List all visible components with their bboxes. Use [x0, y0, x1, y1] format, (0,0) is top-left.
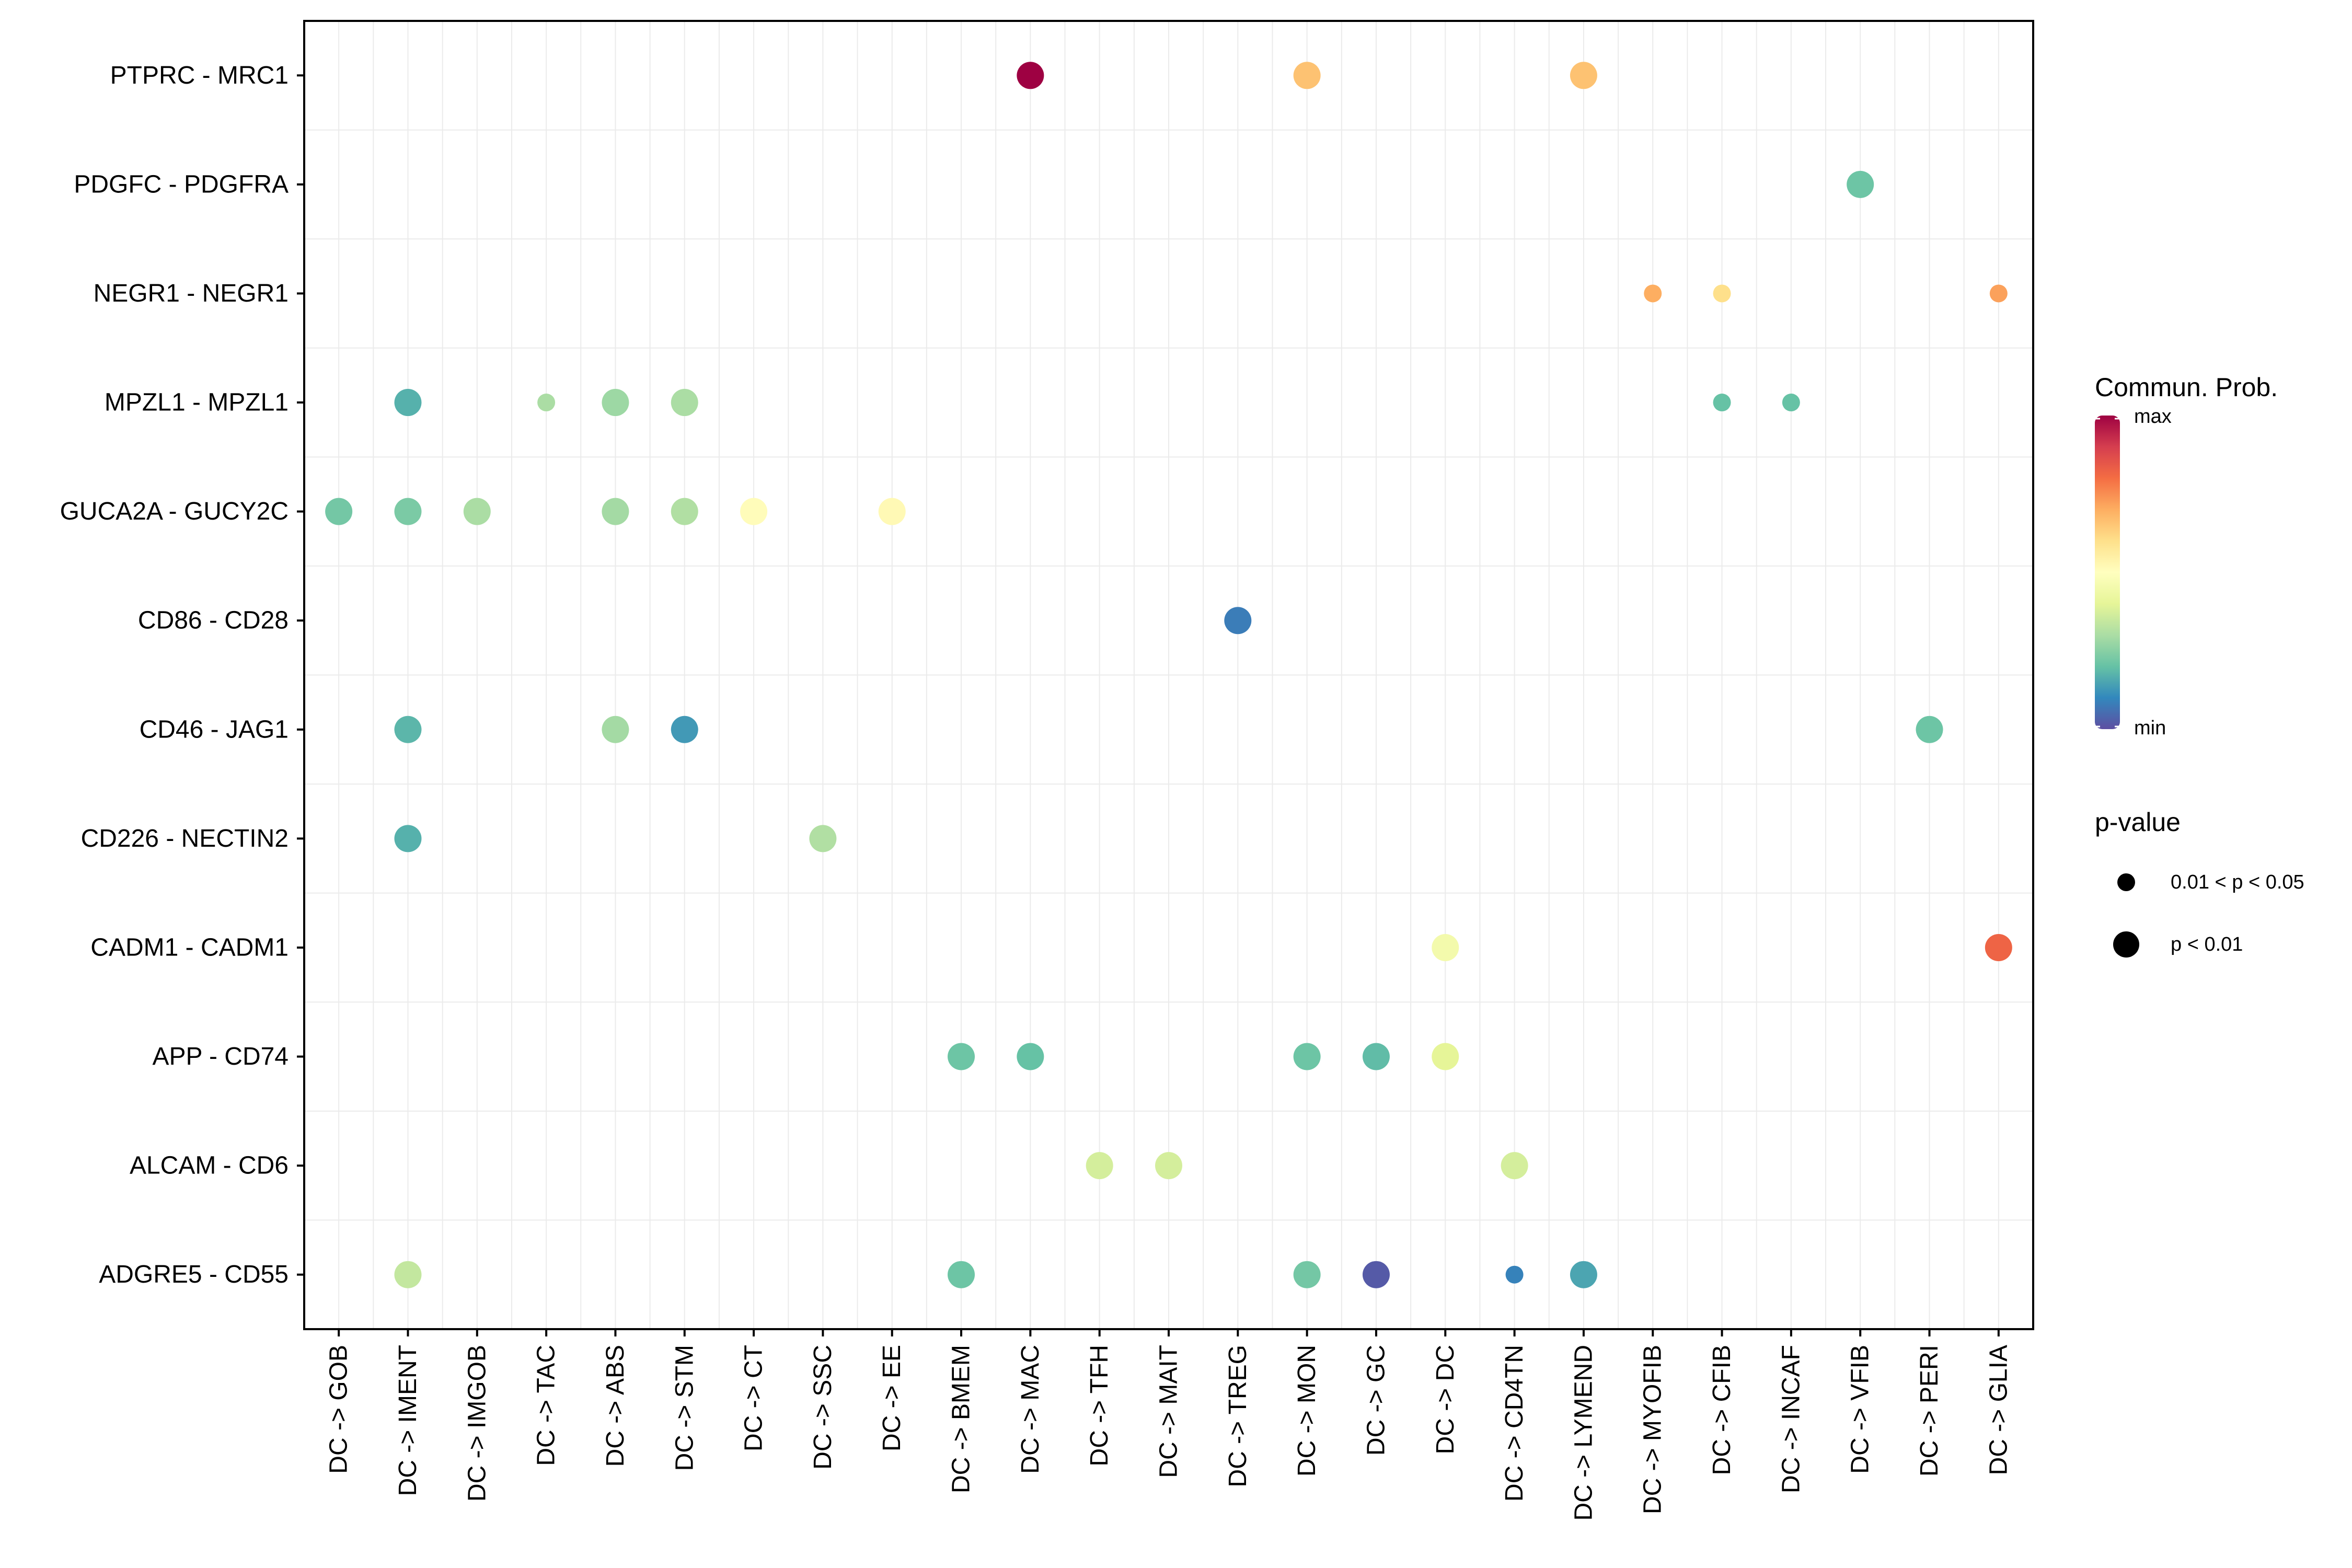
point-mpzl1-mpzl1-dc-incaf [1782, 394, 1800, 412]
x-tick-label: DC -> MON [1293, 1345, 1321, 1477]
point-mpzl1-mpzl1-dc-tac [537, 394, 556, 412]
point-mpzl1-mpzl1-dc-cfib [1713, 394, 1731, 412]
y-tick-label: PTPRC - MRC1 [110, 62, 289, 89]
x-tick-label: DC -> VFIB [1847, 1345, 1874, 1474]
point-app-cd74-dc-mon [1293, 1043, 1321, 1070]
size-legend-key-small [2117, 873, 2135, 891]
point-cd46-jag1-dc-iment [394, 716, 422, 743]
y-tick-label: NEGR1 - NEGR1 [94, 280, 289, 307]
x-tick-label: DC -> GOB [325, 1345, 353, 1474]
point-ptprc-mrc1-dc-mon [1293, 62, 1321, 89]
color-legend-min-label: min [2134, 717, 2166, 739]
x-tick-label: DC -> SSC [809, 1345, 837, 1470]
x-tick-label: DC -> LYMEND [1570, 1345, 1597, 1521]
y-tick-label: CD46 - JAG1 [140, 716, 289, 743]
x-tick-label: DC -> TAC [533, 1345, 560, 1466]
x-tick-label: DC -> INCAF [1777, 1345, 1805, 1493]
x-tick-label: DC -> TREG [1224, 1345, 1252, 1487]
gridlines [304, 21, 2033, 1329]
point-negr1-negr1-dc-cfib [1713, 284, 1731, 303]
x-axis: DC -> GOB DC -> IMENT DC -> IMGOB DC -> TAC… [325, 1329, 2012, 1521]
point-pdgfc-pdgfra-dc-vfib [1847, 170, 1874, 198]
point-adgre5-cd55-dc-bmem [948, 1261, 975, 1288]
size-legend: p-value 0.01 < p < 0.05 p < 0.01 [2095, 808, 2304, 958]
point-adgre5-cd55-dc-cd4tn [1505, 1265, 1524, 1284]
size-legend-label-small: 0.01 < p < 0.05 [2171, 871, 2304, 893]
color-legend: Commun. Prob. max min [2095, 373, 2278, 739]
color-legend-title: Commun. Prob. [2095, 373, 2278, 402]
point-guca2a-gucy2c-dc-gob [325, 498, 353, 525]
point-guca2a-gucy2c-dc-ct [740, 498, 768, 525]
point-app-cd74-dc-bmem [948, 1043, 975, 1070]
y-tick-label: CD86 - CD28 [138, 607, 289, 635]
color-bar [2095, 416, 2120, 729]
size-legend-title: p-value [2095, 808, 2181, 837]
x-tick-label: DC -> STM [671, 1345, 698, 1471]
x-tick-label: DC -> GLIA [1985, 1345, 2012, 1475]
point-guca2a-gucy2c-dc-iment [394, 498, 422, 525]
point-guca2a-gucy2c-dc-stm [671, 498, 698, 525]
point-adgre5-cd55-dc-iment [394, 1261, 422, 1288]
x-tick-label: DC -> CFIB [1708, 1345, 1736, 1475]
point-alcam-cd6-dc-tfh [1086, 1152, 1113, 1180]
point-adgre5-cd55-dc-mon [1293, 1261, 1321, 1288]
point-ptprc-mrc1-dc-lymend [1570, 62, 1597, 89]
point-cd46-jag1-dc-abs [602, 716, 629, 743]
y-tick-label: ADGRE5 - CD55 [99, 1261, 289, 1288]
point-adgre5-cd55-dc-gc [1362, 1261, 1390, 1288]
point-app-cd74-dc-mac [1017, 1043, 1044, 1070]
point-cadm1-cadm1-dc-dc [1432, 933, 1459, 961]
point-negr1-negr1-dc-myofib [1644, 284, 1662, 303]
point-alcam-cd6-dc-cd4tn [1501, 1152, 1528, 1180]
point-guca2a-gucy2c-dc-ee [878, 498, 906, 525]
point-cd86-cd28-dc-treg [1224, 607, 1252, 635]
point-cadm1-cadm1-dc-glia [1985, 933, 2012, 961]
x-tick-label: DC -> BMEM [948, 1345, 975, 1493]
point-ptprc-mrc1-dc-mac [1017, 62, 1044, 89]
x-tick-label: DC -> EE [878, 1345, 906, 1451]
x-tick-label: DC -> MYOFIB [1639, 1345, 1667, 1514]
data-points [325, 62, 2012, 1288]
y-tick-label: CADM1 - CADM1 [90, 933, 289, 961]
point-cd226-nectin2-dc-iment [394, 825, 422, 852]
point-cd46-jag1-dc-stm [671, 716, 698, 743]
color-legend-max-label: max [2134, 406, 2172, 428]
point-alcam-cd6-dc-mait [1155, 1152, 1182, 1180]
x-tick-label: DC -> IMGOB [463, 1345, 491, 1502]
x-tick-label: DC -> IMENT [394, 1345, 422, 1496]
point-cd226-nectin2-dc-ssc [809, 825, 837, 852]
point-guca2a-gucy2c-dc-abs [602, 498, 629, 525]
x-tick-label: DC -> CT [740, 1345, 768, 1451]
x-tick-label: DC -> PERI [1916, 1345, 1943, 1477]
y-axis: PTPRC - MRC1 PDGFC - PDGFRA NEGR1 - NEGR1 M… [60, 62, 304, 1288]
x-tick-label: DC -> MAIT [1155, 1345, 1183, 1478]
point-negr1-negr1-dc-glia [1989, 284, 2008, 303]
y-tick-label: APP - CD74 [152, 1043, 289, 1070]
x-tick-label: DC -> CD4TN [1501, 1345, 1528, 1502]
y-tick-label: ALCAM - CD6 [130, 1152, 289, 1180]
x-tick-label: DC -> MAC [1017, 1345, 1044, 1474]
size-legend-label-large: p < 0.01 [2171, 933, 2243, 955]
point-guca2a-gucy2c-dc-imgob [463, 498, 491, 525]
point-app-cd74-dc-gc [1362, 1043, 1390, 1070]
x-tick-label: DC -> TFH [1086, 1345, 1113, 1466]
x-tick-label: DC -> GC [1362, 1345, 1390, 1456]
x-tick-label: DC -> DC [1432, 1345, 1459, 1454]
y-tick-label: GUCA2A - GUCY2C [60, 498, 289, 525]
point-adgre5-cd55-dc-lymend [1570, 1261, 1597, 1288]
point-cd46-jag1-dc-peri [1916, 716, 1943, 743]
y-tick-label: PDGFC - PDGFRA [74, 170, 289, 198]
point-mpzl1-mpzl1-dc-abs [602, 389, 629, 417]
y-tick-label: MPZL1 - MPZL1 [105, 389, 289, 417]
point-mpzl1-mpzl1-dc-stm [671, 389, 698, 417]
y-tick-label: CD226 - NECTIN2 [81, 825, 289, 852]
point-app-cd74-dc-dc [1432, 1043, 1459, 1070]
point-mpzl1-mpzl1-dc-iment [394, 389, 422, 417]
size-legend-key-large [2113, 931, 2139, 958]
x-tick-label: DC -> ABS [602, 1345, 629, 1467]
